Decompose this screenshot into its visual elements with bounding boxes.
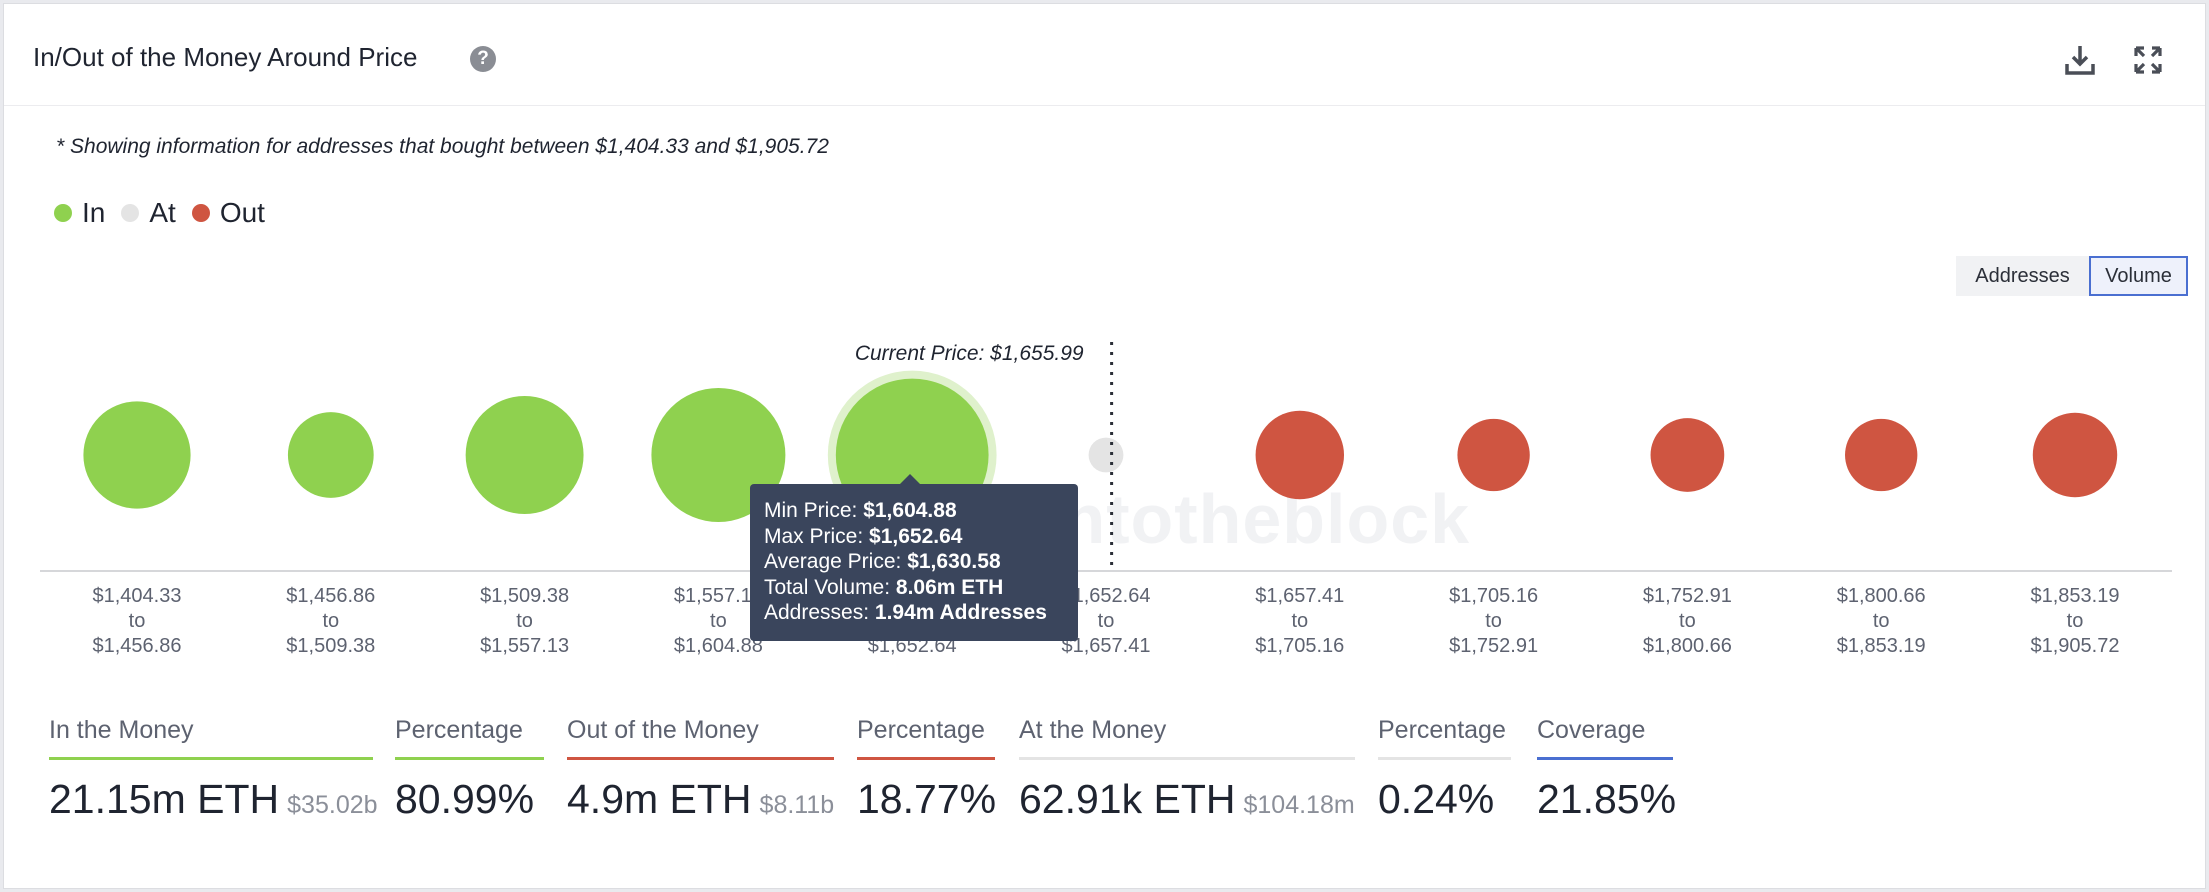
panel-title: In/Out of the Money Around Price (33, 42, 418, 72)
x-tick-label: $1,800.66 (1643, 635, 1732, 657)
stat-label: In the Money (49, 716, 373, 760)
current-price-label: Current Price: $1,655.99 (855, 342, 1084, 365)
bubble-out[interactable] (1457, 418, 1530, 492)
x-tick-label: $1,509.38 (286, 635, 375, 657)
question-icon[interactable]: ? (470, 46, 496, 72)
stat-in-percentage: Percentage 80.99% (395, 716, 544, 823)
stat-label: At the Money (1019, 716, 1355, 760)
addresses-toggle-button[interactable]: Addresses (1956, 256, 2089, 296)
bubble-out[interactable] (2032, 412, 2118, 498)
legend-label-out: Out (219, 197, 265, 228)
tooltip-volume: Total Volume: 8.06m ETH (764, 575, 1004, 599)
stat-label: Coverage (1537, 716, 1673, 760)
stat-coverage: Coverage 21.85% (1537, 716, 1677, 823)
x-tick-label: to (129, 610, 146, 632)
tooltip-avg: Average Price: $1,630.58 (764, 550, 1001, 573)
x-tick-label: to (1485, 610, 1502, 632)
x-tick-label: $1,752.91 (1449, 635, 1538, 657)
x-tick-label: to (1291, 610, 1308, 632)
x-tick-label: $1,509.38 (480, 585, 569, 607)
x-tick-label: $1,853.19 (1837, 635, 1926, 657)
bubble-out[interactable] (1255, 410, 1345, 500)
x-tick-label: $1,853.19 (2031, 585, 2120, 607)
stat-value: 62.91k ETH $104.18m (1019, 776, 1355, 822)
tooltip: Min Price: $1,604.88 Max Price: $1,652.6… (750, 484, 1078, 641)
expand-icon[interactable] (2130, 42, 2166, 78)
x-tick-label: $1,905.72 (2031, 635, 2120, 657)
x-tick-label: $1,657.41 (1062, 635, 1151, 657)
legend: In At Out (54, 197, 281, 229)
panel-header: In/Out of the Money Around Price ? (4, 4, 2205, 106)
stat-out-percentage: Percentage 18.77% (857, 716, 997, 823)
stat-value: 21.15m ETH $35.02b (49, 776, 378, 822)
legend-label-at: At (149, 197, 176, 228)
x-tick-label: to (1098, 610, 1115, 632)
x-tick-label: $1,557.13 (480, 635, 569, 657)
stat-value: 0.24% (1378, 776, 1495, 822)
tooltip-min: Min Price: $1,604.88 (764, 499, 957, 522)
bubble-in[interactable] (83, 401, 191, 509)
x-tick-label: $1,604.88 (674, 635, 763, 657)
bubble-chart: $1,404.33 to $1,456.86 $1,456.86 to $1,509.38… (40, 342, 2172, 657)
stat-value: 80.99% (395, 776, 535, 822)
x-tick-label: to (710, 610, 727, 632)
x-tick-label: to (322, 610, 339, 632)
stat-at-the-money: At the Money 62.91k ETH $104.18m (1019, 716, 1355, 823)
stat-label: Out of the Money (567, 716, 834, 760)
legend-item-out[interactable]: Out (191, 197, 265, 229)
x-tick-label: $1,557.13 (674, 585, 763, 607)
x-tick-label: to (1679, 610, 1696, 632)
volume-toggle-button[interactable]: Volume (2089, 256, 2188, 296)
stat-value: 18.77% (857, 776, 997, 822)
stat-label: Percentage (857, 716, 995, 760)
stat-value: 21.85% (1537, 776, 1677, 822)
stat-at-percentage: Percentage 0.24% (1378, 716, 1511, 823)
legend-dot-in (54, 204, 72, 222)
legend-item-in[interactable]: In (54, 197, 105, 229)
x-tick-label: to (1873, 610, 1890, 632)
x-tick-label: $1,404.33 (93, 585, 182, 607)
x-tick-label: $1,657.41 (1255, 585, 1344, 607)
legend-dot-out (191, 204, 210, 222)
chart-panel: In/Out of the Money Around Price ? * Sho… (3, 3, 2206, 889)
range-note: * Showing information for addresses that… (56, 135, 829, 158)
legend-item-at[interactable]: At (121, 197, 176, 229)
x-tick-label: to (2067, 610, 2084, 632)
tooltip-arrow (898, 474, 922, 486)
bubble-in[interactable] (465, 396, 584, 514)
tooltip-max: Max Price: $1,652.64 (764, 524, 963, 548)
x-tick-label: $1,705.16 (1255, 635, 1344, 657)
bubble-out[interactable] (1845, 418, 1918, 492)
x-tick-label: to (516, 610, 533, 632)
bubble-in[interactable] (287, 412, 374, 498)
stat-out-of-the-money: Out of the Money 4.9m ETH $8.11b (567, 716, 834, 823)
download-icon[interactable] (2062, 42, 2098, 78)
legend-label-in: In (82, 197, 106, 228)
x-tick-label: $1,456.86 (286, 585, 375, 607)
x-tick-label: $1,652.64 (1062, 585, 1151, 607)
stat-label: Percentage (395, 716, 544, 760)
x-tick-label: $1,705.16 (1449, 585, 1538, 607)
tooltip-addresses: Addresses: 1.94m Addresses (764, 601, 1047, 624)
x-tick-label: $1,456.86 (93, 635, 182, 657)
bubble-out[interactable] (1650, 418, 1725, 492)
x-tick-label: $1,800.66 (1837, 585, 1926, 607)
x-tick-label: $1,752.91 (1643, 585, 1732, 607)
bubble-at[interactable] (1088, 437, 1124, 473)
stat-value: 4.9m ETH $8.11b (567, 776, 835, 822)
stat-label: Percentage (1378, 716, 1511, 760)
stat-in-the-money: In the Money 21.15m ETH $35.02b (49, 716, 378, 823)
legend-dot-at (121, 204, 140, 222)
watermark: intotheblock (1042, 480, 1471, 558)
